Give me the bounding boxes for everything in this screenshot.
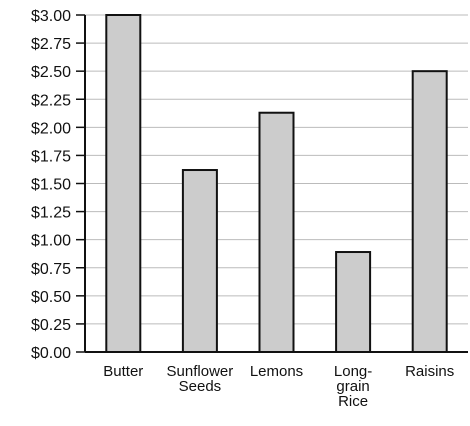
x-category-label: Sunflower Seeds — [167, 363, 234, 395]
bars — [105, 14, 448, 354]
y-tick-label: $0.75 — [31, 261, 71, 278]
y-tick-label: $1.25 — [31, 205, 71, 222]
bar — [258, 111, 295, 354]
y-tick-label: $2.50 — [31, 64, 71, 81]
y-tick-label: $1.00 — [31, 233, 71, 250]
bar — [105, 14, 142, 353]
x-category-label: Butter — [103, 363, 143, 380]
y-tick-label: $0.25 — [31, 317, 71, 334]
y-tick-label: $2.00 — [31, 120, 71, 137]
bar — [335, 251, 372, 353]
bar — [181, 169, 218, 353]
y-tick-label: $3.00 — [31, 8, 71, 25]
y-tick-label: $2.75 — [31, 36, 71, 53]
x-category-label: Lemons — [250, 363, 303, 380]
y-tick-label: $0.00 — [31, 345, 71, 362]
x-category-label: Long-grain Rice — [334, 363, 372, 410]
x-axis-category-labels: Butter Sunflower Seeds Lemons Long-grain Rice… — [103, 363, 454, 410]
y-tick-label: $1.75 — [31, 148, 71, 165]
axes — [76, 14, 468, 353]
bar — [411, 70, 448, 354]
y-axis-tick-labels: $0.00 $0.25 $0.50 $0.75 $1.00 $1.25 $1.50 $1.75… — [31, 8, 71, 362]
x-category-label: Raisins — [405, 363, 454, 380]
y-tick-label: $0.50 — [31, 289, 71, 306]
y-tick-label: $1.50 — [31, 177, 71, 194]
y-tick-label: $2.25 — [31, 92, 71, 109]
